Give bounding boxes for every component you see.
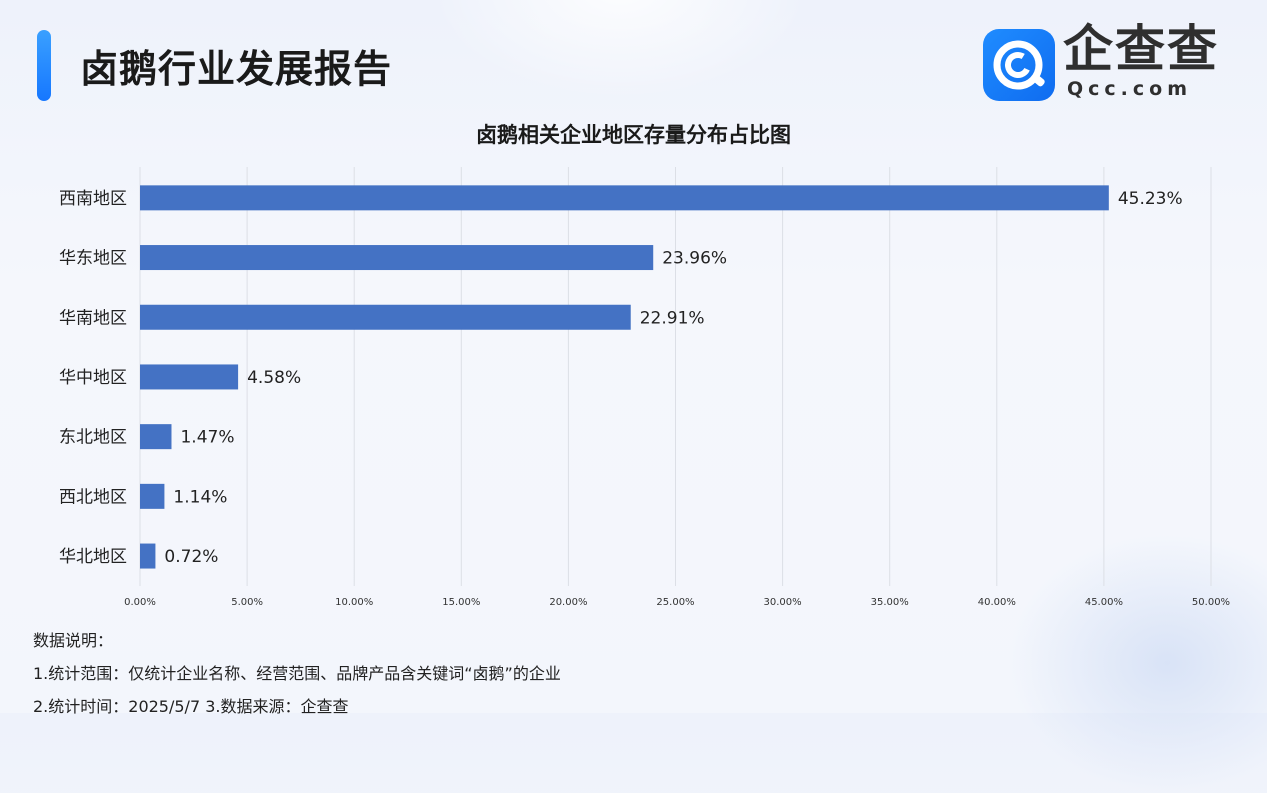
data-label: 45.23% xyxy=(1118,189,1183,209)
qcc-logo-icon xyxy=(983,29,1055,101)
bar xyxy=(140,185,1109,211)
x-tick-label: 5.00% xyxy=(231,597,263,608)
title-accent-bar xyxy=(37,30,51,101)
notes-time-source: 2.统计时间：2025/5/7 3.数据来源：企查查 xyxy=(33,697,349,716)
x-tick-label: 50.00% xyxy=(1192,597,1230,608)
chart-title: 卤鹅相关企业地区存量分布占比图 xyxy=(476,123,791,147)
data-label: 22.91% xyxy=(640,308,705,328)
bar xyxy=(140,483,165,509)
bar xyxy=(140,543,156,569)
x-tick-label: 25.00% xyxy=(656,597,694,608)
data-label: 1.47% xyxy=(180,428,234,448)
category-label: 华南地区 xyxy=(59,308,127,328)
bar xyxy=(140,424,172,450)
bar xyxy=(140,245,654,271)
x-tick-label: 20.00% xyxy=(549,597,587,608)
notes-scope: 1.统计范围：仅统计企业名称、经营范围、品牌产品含关键词“卤鹅”的企业 xyxy=(33,664,561,683)
data-label: 4.58% xyxy=(247,368,301,388)
brand-url: Qcc.com xyxy=(1067,78,1193,100)
brand-name: 企查查 xyxy=(1063,20,1219,78)
bar xyxy=(140,364,239,390)
x-tick-label: 45.00% xyxy=(1085,597,1123,608)
data-label: 0.72% xyxy=(164,547,218,567)
x-tick-label: 35.00% xyxy=(871,597,909,608)
x-tick-label: 40.00% xyxy=(978,597,1016,608)
category-label: 东北地区 xyxy=(59,428,127,448)
bar xyxy=(140,304,631,330)
category-label: 华东地区 xyxy=(59,249,127,269)
data-label: 1.14% xyxy=(173,487,227,507)
notes-heading: 数据说明： xyxy=(33,631,114,650)
x-tick-label: 10.00% xyxy=(335,597,373,608)
bar-chart: 0.00% 5.00% 10.00% 15.00% 20.00% 25.00% 30.00%… xyxy=(59,167,1230,608)
x-tick-label: 0.00% xyxy=(124,597,156,608)
x-tick-label: 15.00% xyxy=(442,597,480,608)
category-label: 华中地区 xyxy=(59,368,127,388)
category-label: 西南地区 xyxy=(59,189,127,209)
page-title: 卤鹅行业发展报告 xyxy=(80,47,393,91)
x-tick-label: 30.00% xyxy=(764,597,802,608)
category-label: 华北地区 xyxy=(59,547,127,567)
data-label: 23.96% xyxy=(662,249,727,269)
category-label: 西北地区 xyxy=(59,487,127,507)
